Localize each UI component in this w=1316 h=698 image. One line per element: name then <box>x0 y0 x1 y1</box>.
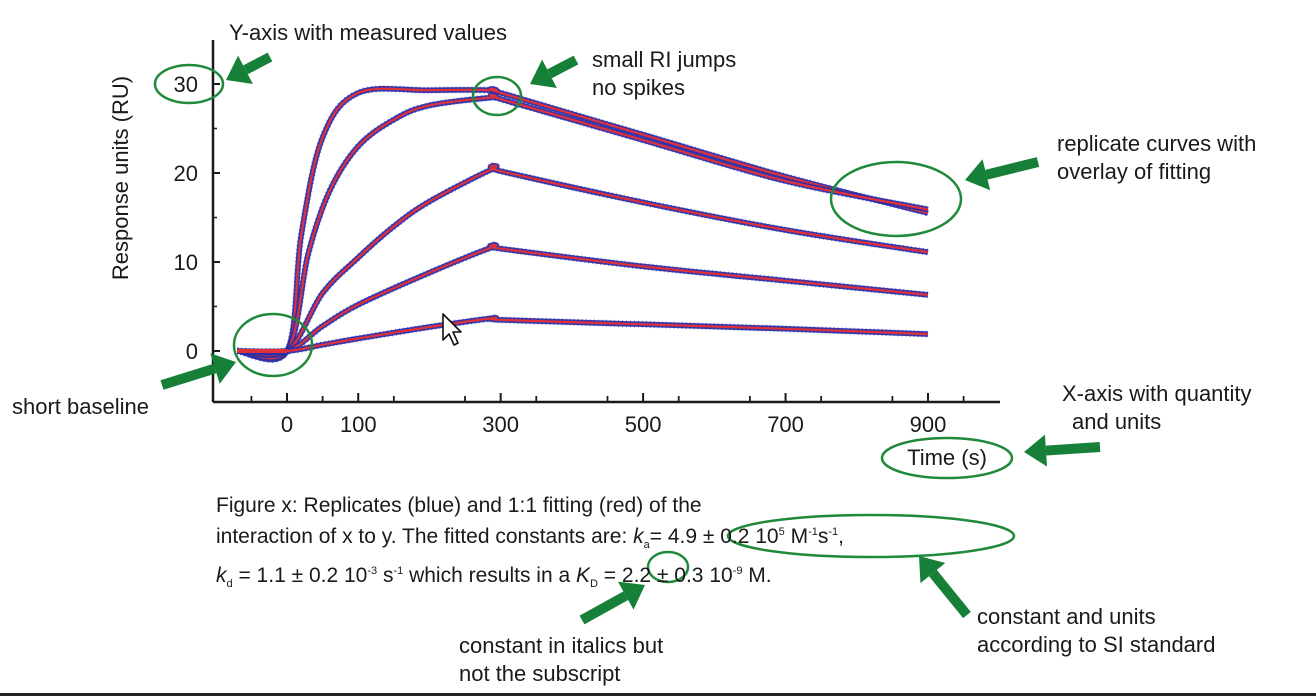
fit-curve <box>236 87 929 361</box>
annotation-x-axis: X-axis with quantity and units <box>1062 380 1252 436</box>
kd-exponent: -3 <box>367 565 378 578</box>
annotation-italics-line2: not the subscript <box>459 661 621 686</box>
curves <box>236 85 929 364</box>
arrow-ri-jump <box>530 55 579 89</box>
x-tick-label: 500 <box>625 412 662 437</box>
highlight-y-value <box>153 63 225 105</box>
y-axis-label: Response units (RU) <box>108 76 133 280</box>
x-axis-label: Time (s) <box>907 445 987 470</box>
kd-unit-exponent: -1 <box>393 565 404 578</box>
ka-end: , <box>838 525 844 548</box>
KD-symbol: K <box>576 564 591 588</box>
arrow-replicates <box>965 157 1040 191</box>
annotation-y-axis: Y-axis with measured values <box>229 20 507 45</box>
ka-symbol: k <box>633 525 644 548</box>
annotation-italics: constant in italics but not the subscrip… <box>459 632 663 688</box>
KD-exponent: -9 <box>732 565 743 578</box>
KD-unit: M. <box>742 564 772 588</box>
highlight-ellipses <box>153 63 1016 584</box>
fit-curve <box>237 164 929 357</box>
figure-caption: Figure x: Replicates (blue) and 1:1 fitt… <box>216 493 844 597</box>
KD-value: = 2.2 ± 0.3 10 <box>597 564 733 588</box>
ka-unit-m-exponent: -1 <box>808 526 818 538</box>
arrow-italics <box>579 581 645 625</box>
y-tick-label: 0 <box>186 339 198 364</box>
caption-line2: interaction of x to y. The fitted consta… <box>216 519 844 558</box>
annotation-si-standard: constant and units according to SI stand… <box>977 603 1215 659</box>
caption-line2-text: interaction of x to y. The fitted consta… <box>216 525 634 548</box>
ka-unit-m: M <box>784 525 809 548</box>
annotation-ri-line1: small RI jumps <box>592 47 737 72</box>
ka-unit-s-exponent: -1 <box>828 526 839 538</box>
arrow-x-axis <box>1024 434 1101 467</box>
x-tick-label: 300 <box>482 412 519 437</box>
annotation-baseline: short baseline <box>12 394 149 419</box>
fit-curve <box>236 94 929 360</box>
ka-value: = 4.9 ± 0.2 10 <box>649 525 779 548</box>
highlight-KD-italic <box>646 550 690 584</box>
x-tick-label: 700 <box>767 412 804 437</box>
annotation-replicates-line2: overlay of fitting <box>1057 159 1212 184</box>
pointer-arrows <box>160 52 1101 625</box>
annotation-ri-line2: no spikes <box>592 75 685 100</box>
kd-subscript: d <box>226 578 233 591</box>
replicate-points <box>236 91 929 362</box>
x-tick-label: 900 <box>910 412 947 437</box>
highlight-ka-units <box>726 513 1016 559</box>
y-tick-label: 10 <box>174 250 198 275</box>
highlight-replicates <box>829 160 963 238</box>
ka-exponent: 5 <box>778 526 785 538</box>
kd-unit: s <box>377 564 394 588</box>
ka-unit-s: s <box>817 525 829 548</box>
fit-curve <box>237 316 929 353</box>
ka-subscript: a <box>643 539 650 552</box>
arrow-baseline <box>160 353 236 390</box>
replicate-points <box>236 85 929 364</box>
highlight-ri-jump <box>471 75 523 117</box>
replicate-curve <box>236 92 929 361</box>
KD-subscript: D <box>590 578 598 591</box>
bottom-border <box>0 693 1316 696</box>
replicate-curve <box>237 242 929 356</box>
caption-line1: Figure x: Replicates (blue) and 1:1 fitt… <box>216 494 702 517</box>
annotation-replicates-line1: replicate curves with <box>1057 131 1257 156</box>
annotation-x-axis-line1: X-axis with quantity <box>1062 381 1252 406</box>
highlight-baseline <box>232 312 314 378</box>
mouse-cursor-icon <box>442 313 462 346</box>
annotation-x-axis-line2: and units <box>1072 409 1162 434</box>
highlight-x-label <box>880 436 1014 480</box>
arrow-y-axis <box>226 52 273 84</box>
annotation-ri-jumps: small RI jumps no spikes <box>592 46 736 102</box>
annotation-italics-line1: constant in italics but <box>459 633 664 658</box>
kd-symbol: k <box>216 564 227 588</box>
fit-curve <box>237 243 929 354</box>
kd-value: = 1.1 ± 0.2 10 <box>232 564 368 588</box>
replicate-curve <box>236 85 929 363</box>
arrow-si-standard <box>919 556 971 619</box>
x-tick-label: 0 <box>281 412 293 437</box>
caption-line3: kd = 1.1 ± 0.2 10-3 s-1 which results in… <box>216 558 844 597</box>
kd-text: which results in a <box>403 564 576 588</box>
y-tick-label: 30 <box>174 72 198 97</box>
annotation-replicates: replicate curves with overlay of fitting <box>1057 130 1256 186</box>
annotation-si-line1: constant and units <box>977 604 1156 629</box>
annotation-si-line2: according to SI standard <box>977 632 1216 657</box>
y-tick-label: 20 <box>174 161 198 186</box>
x-tick-label: 100 <box>340 412 377 437</box>
